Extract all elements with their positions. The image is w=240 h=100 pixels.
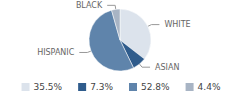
svg-text:ASIAN: ASIAN bbox=[155, 63, 179, 72]
svg-text:7.3%: 7.3% bbox=[90, 82, 113, 92]
svg-text:52.8%: 52.8% bbox=[141, 82, 170, 92]
svg-text:HISPANIC: HISPANIC bbox=[37, 48, 75, 57]
svg-text:4.4%: 4.4% bbox=[198, 82, 221, 92]
svg-text:35.5%: 35.5% bbox=[34, 82, 63, 92]
svg-text:BLACK: BLACK bbox=[76, 1, 103, 10]
svg-text:WHITE: WHITE bbox=[164, 20, 190, 29]
